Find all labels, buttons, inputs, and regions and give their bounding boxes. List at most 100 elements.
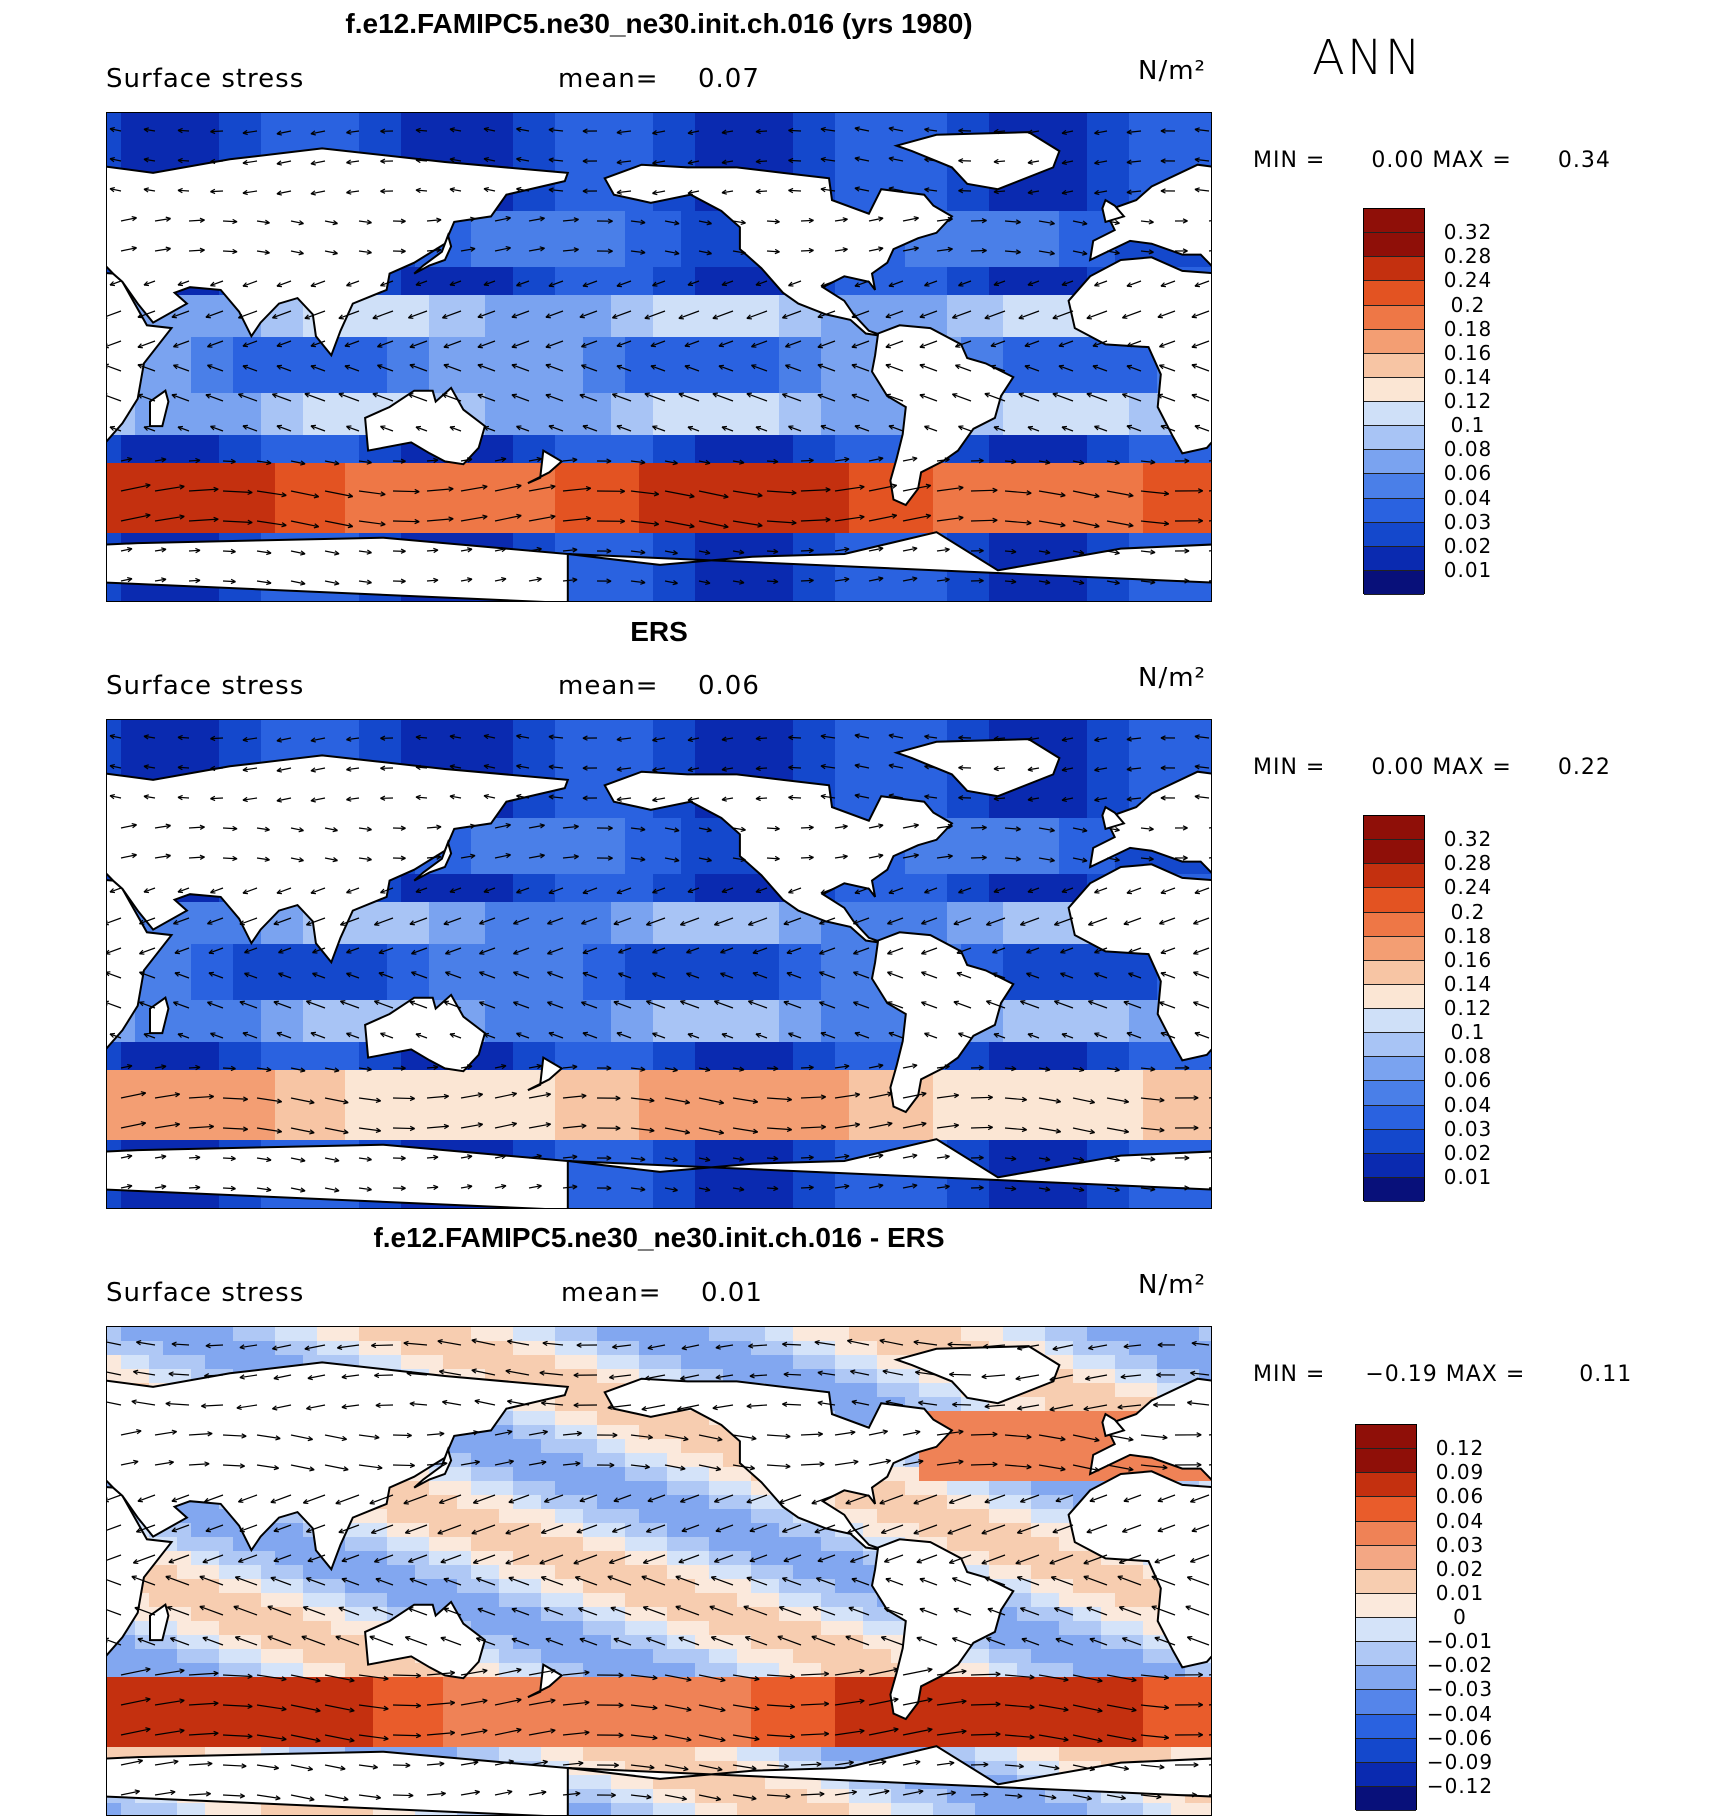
field-cell	[555, 407, 570, 422]
wind-arrowhead	[992, 517, 998, 524]
field-cell	[891, 519, 906, 534]
field-cell	[1115, 449, 1130, 464]
wind-arrowhead	[366, 249, 372, 255]
field-cell	[177, 127, 192, 142]
field-cell	[989, 505, 1004, 520]
wind-arrowhead	[1184, 548, 1190, 554]
field-cell	[891, 720, 906, 735]
field-cell	[415, 323, 430, 338]
wind-arrow	[494, 217, 511, 222]
field-cell	[1031, 197, 1046, 212]
field-cell	[737, 407, 752, 422]
field-cell	[1115, 379, 1130, 394]
field-cell	[681, 846, 696, 861]
wind-arrowhead	[1049, 220, 1055, 226]
field-cell	[1003, 575, 1018, 590]
field-cell	[1031, 337, 1046, 352]
field-cell	[709, 449, 724, 464]
field-cell	[1045, 421, 1060, 436]
field-cell	[961, 281, 976, 296]
field-cell	[905, 589, 920, 601]
field-cell	[835, 888, 850, 903]
field-cell	[569, 902, 584, 917]
wind-arrow	[785, 340, 802, 348]
field-cell	[527, 463, 542, 478]
variable-label: Surface stress	[106, 671, 305, 701]
field-cell	[163, 155, 178, 170]
field-cell	[1185, 533, 1200, 548]
wind-arrow	[582, 280, 598, 287]
field-cell	[1087, 225, 1102, 240]
field-cell	[1101, 790, 1116, 805]
field-cell	[583, 211, 598, 226]
field-cell	[1003, 253, 1018, 268]
field-cell	[247, 505, 262, 520]
field-cell	[1171, 519, 1186, 534]
field-cell	[821, 748, 836, 763]
wind-arrow	[820, 128, 836, 132]
field-cell	[149, 589, 164, 601]
field-cell	[555, 197, 570, 212]
field-cell	[1059, 748, 1074, 763]
wind-arrowhead	[516, 483, 522, 489]
field-cell	[933, 776, 948, 791]
field-cell	[177, 141, 192, 156]
wind-arrowhead	[143, 281, 150, 287]
wind-arrowhead	[1126, 364, 1132, 370]
field-cell	[135, 491, 150, 506]
field-cell	[1143, 169, 1158, 184]
field-cell	[597, 818, 612, 833]
min-value: 0.00	[1371, 148, 1425, 173]
field-cell	[471, 337, 486, 352]
field-cell	[261, 491, 276, 506]
field-cell	[429, 902, 444, 917]
field-cell	[303, 491, 318, 506]
field-cell	[695, 421, 710, 436]
field-cell	[625, 734, 640, 749]
wind-arrow	[1160, 425, 1176, 432]
field-cell	[177, 519, 192, 534]
field-cell	[1073, 449, 1088, 464]
field-cell	[835, 734, 850, 749]
field-cell	[709, 505, 724, 520]
field-cell	[247, 435, 262, 450]
field-cell	[443, 309, 458, 324]
wind-arrowhead	[145, 513, 151, 519]
field-cell	[527, 748, 542, 763]
wind-arrow	[137, 364, 156, 372]
wind-arrowhead	[172, 342, 179, 348]
wind-arrowhead	[1126, 189, 1132, 195]
field-cell	[163, 421, 178, 436]
field-cell	[261, 734, 276, 749]
wind-arrow	[1092, 340, 1108, 347]
wind-arrow	[460, 485, 488, 492]
field-cell	[569, 421, 584, 436]
field-cell	[723, 281, 738, 296]
wind-arrow	[800, 249, 814, 252]
field-cell	[723, 748, 738, 763]
field-cell	[485, 720, 500, 735]
field-cell	[527, 888, 542, 903]
wind-arrowhead	[441, 393, 448, 399]
field-cell	[1045, 337, 1060, 352]
wind-arrow	[290, 490, 319, 498]
wind-arrowhead	[750, 364, 757, 370]
field-cell	[471, 351, 486, 366]
field-cell	[1073, 533, 1088, 548]
wind-arrowhead	[300, 460, 306, 466]
field-cell	[667, 225, 682, 240]
field-cell	[653, 491, 668, 506]
field-cell	[681, 435, 696, 450]
wind-arrowhead	[213, 486, 219, 493]
wind-arrow	[1194, 188, 1210, 192]
field-cell	[709, 295, 724, 310]
wind-arrowhead	[990, 364, 996, 370]
field-cell	[541, 477, 556, 492]
wind-arrow	[616, 190, 632, 194]
wind-arrow	[1126, 340, 1142, 347]
field-cell	[1059, 463, 1074, 478]
field-cell	[1003, 337, 1018, 352]
field-cell	[597, 505, 612, 520]
field-cell	[625, 519, 640, 534]
field-cell	[681, 804, 696, 819]
